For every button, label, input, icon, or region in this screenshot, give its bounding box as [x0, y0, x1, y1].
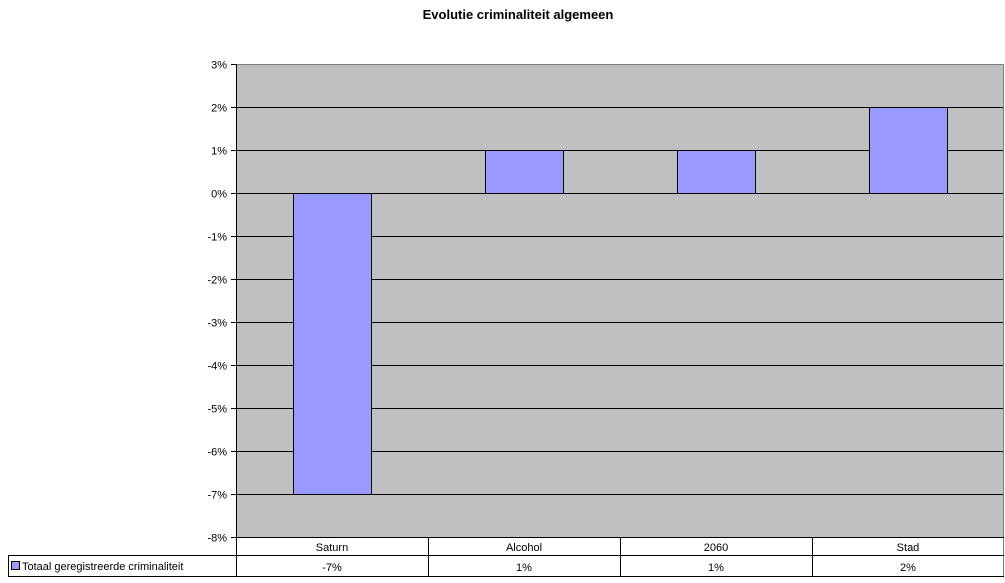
y-tick-label-9: -6%	[207, 447, 227, 459]
y-tick-label-0: 3%	[211, 60, 227, 72]
data-label-0: -7%	[322, 562, 342, 574]
y-tick-label-5: -2%	[207, 275, 227, 287]
y-tick-label-1: 2%	[211, 103, 227, 115]
x-tick-label-3: Stad	[897, 542, 920, 554]
y-tick-label-6: -3%	[207, 318, 227, 330]
bar-stad	[869, 107, 948, 194]
data-label-1: 1%	[516, 562, 532, 574]
data-table: Saturn -7% Alcohol 1% 2060 1% Stad 2% Totaal ger…	[8, 537, 1004, 577]
y-axis: 3% 2% 1% 0% -1% -2% -3% -4% -5% -6% -7% -8%	[207, 60, 237, 576]
y-tick-label-4: -1%	[207, 232, 227, 244]
y-tick-label-3: 0%	[211, 189, 227, 201]
bar-alcohol	[485, 150, 564, 194]
chart-title: Evolutie criminaliteit algemeen	[423, 7, 614, 22]
x-tick-label-1: Alcohol	[506, 542, 542, 554]
bar-saturn	[293, 193, 372, 495]
x-tick-label-2: 2060	[704, 542, 728, 554]
legend-swatch	[11, 561, 20, 570]
data-label-3: 2%	[900, 562, 916, 574]
y-tick-label-2: 1%	[211, 146, 227, 158]
bar-2060	[677, 150, 756, 194]
plot-area	[236, 64, 1004, 576]
y-tick-label-10: -7%	[207, 490, 227, 502]
x-tick-label-0: Saturn	[316, 542, 348, 554]
y-tick-label-8: -5%	[207, 404, 227, 416]
data-label-2: 1%	[708, 562, 724, 574]
legend-label: Totaal geregistreerde criminaliteit	[22, 561, 183, 573]
y-tick-label-7: -4%	[207, 361, 227, 373]
y-tick-label-11: -8%	[207, 533, 227, 545]
